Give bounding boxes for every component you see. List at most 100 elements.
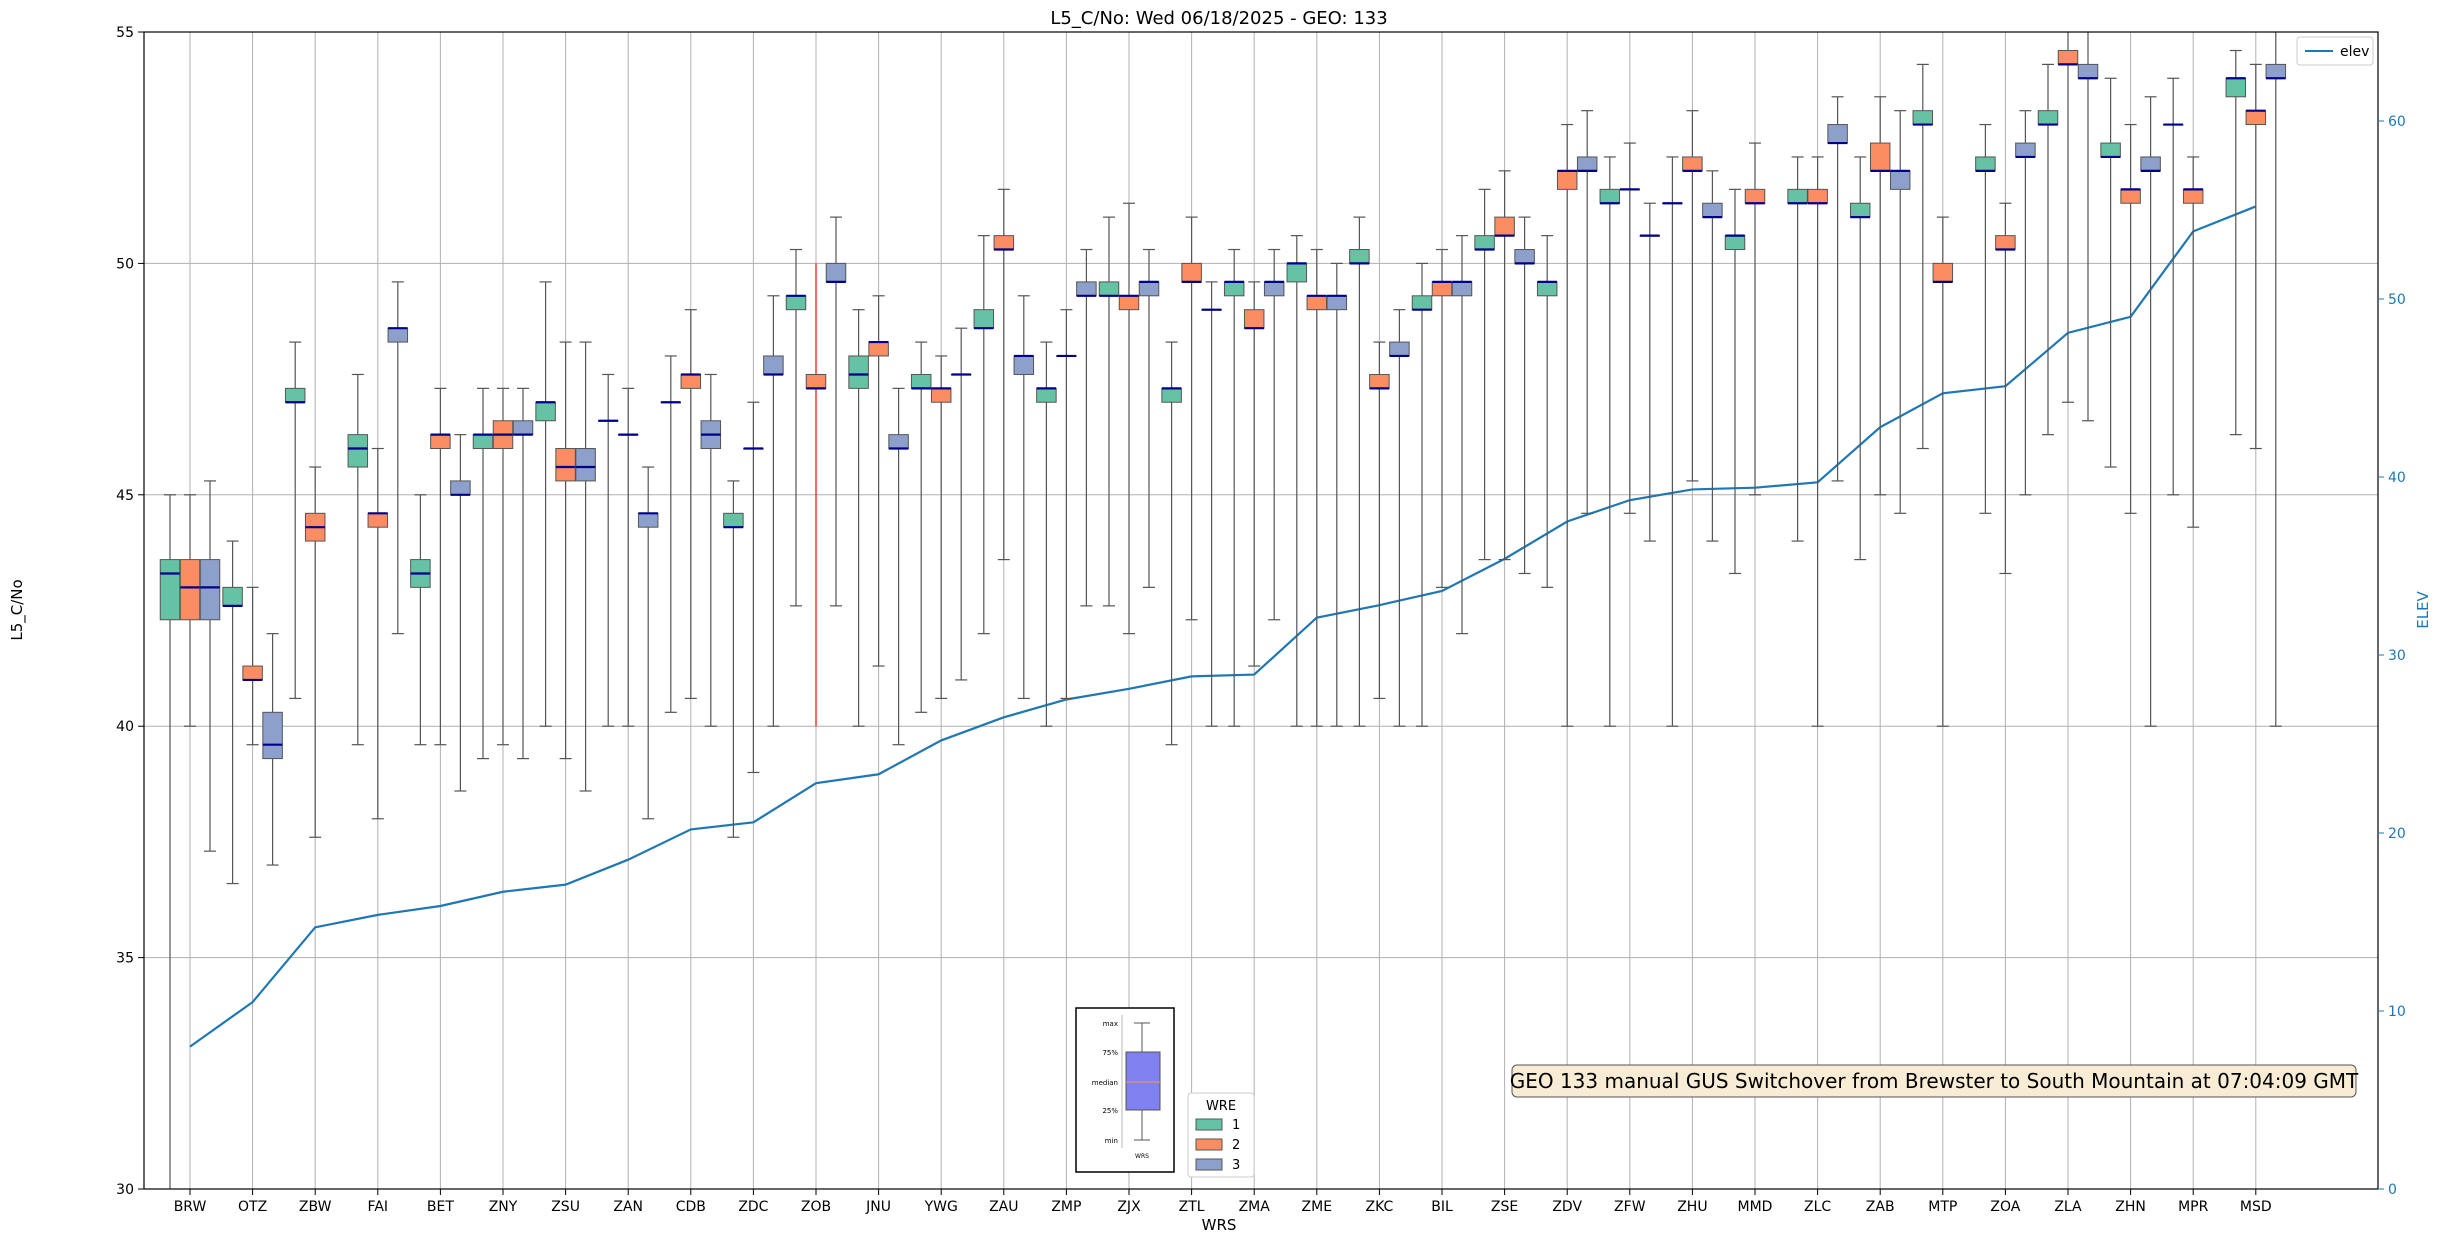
y-tick-label: 55 [116, 25, 134, 41]
box-body [1098, 281, 1120, 297]
y-tick-label: 40 [116, 719, 134, 735]
x-tick-label: ZAU [989, 1199, 1018, 1215]
x-tick-label: MPR [2178, 1199, 2209, 1215]
box-body [555, 448, 576, 482]
box-body [1556, 170, 1578, 190]
box-ZSU-wre3 [575, 341, 596, 792]
box-body [199, 559, 221, 621]
box-MPR-wre2 [2182, 156, 2204, 528]
x-tick-label: ZAB [1866, 1199, 1895, 1215]
box-BRW-wre3 [199, 480, 221, 852]
box-body [1869, 142, 1891, 172]
box-body [1975, 156, 1996, 172]
box-ZFW-wre3 [1639, 202, 1661, 542]
inset-key-label-min: min [1105, 1137, 1118, 1145]
x-tick-label: ZJX [1117, 1199, 1141, 1215]
x-tick-label: MTP [1928, 1199, 1957, 1215]
box-ZMA-wre2 [1243, 281, 1265, 667]
box-ZAU-wre3 [1013, 295, 1035, 700]
inset-key-label-q1: 25% [1102, 1107, 1118, 1115]
box-ZLC-wre2 [1807, 156, 1828, 727]
box-ZLA-wre2 [2057, 32, 2079, 403]
box-ZMP-wre2 [1056, 309, 1077, 700]
box-body [993, 235, 1015, 251]
box-ZFW-wre1 [1599, 156, 1621, 727]
box-ZKC-wre2 [1369, 341, 1390, 700]
box-MMD-wre2 [1744, 142, 1766, 496]
wre-legend-swatch-2 [1195, 1138, 1223, 1151]
box-ZAB-wre3 [1889, 110, 1911, 514]
x-tick-label: BIL [1431, 1199, 1453, 1215]
box-body [973, 309, 995, 329]
box-BRW-wre1 [159, 494, 181, 1189]
box-MTP-wre2 [1932, 216, 1954, 727]
box-ZHN-wre1 [2100, 77, 2121, 468]
box-body [472, 434, 494, 450]
box-body [1161, 387, 1182, 403]
box-ZMP-wre3 [1076, 248, 1097, 607]
box-ZTL-wre3 [1201, 281, 1222, 727]
box-body [512, 420, 534, 436]
wre-legend-label-1: 1 [1232, 1118, 1240, 1133]
box-ZTL-wre1 [1161, 341, 1182, 746]
elev-legend-frame [2296, 36, 2374, 66]
box-JNU-wre3 [888, 387, 909, 746]
x-tick-label: ZAN [613, 1199, 643, 1215]
x-tick-label: ZSE [1491, 1199, 1518, 1215]
x-tick-label: ZTL [1179, 1199, 1205, 1215]
box-BIL-wre3 [1451, 235, 1473, 635]
box-ZAN-wre2 [617, 387, 639, 727]
annotation-text: GEO 133 manual GUS Switchover from Brews… [1510, 1069, 2359, 1093]
box-ZAB-wre1 [1849, 156, 1871, 561]
box-body [1306, 295, 1328, 311]
box-body [2140, 156, 2161, 172]
x-tick-label: ZMA [1239, 1199, 1271, 1215]
box-YWG-wre1 [910, 341, 932, 713]
box-ZLA-wre3 [2077, 32, 2099, 422]
inset-key-xlabel: WRS [1135, 1153, 1149, 1160]
box-ZOA-wre1 [1975, 123, 1996, 514]
box-MMD-wre1 [1724, 188, 1746, 575]
box-MTP-wre1 [1912, 63, 1934, 450]
box-body [848, 355, 869, 389]
box-CDB-wre3 [700, 373, 722, 727]
box-YWG-wre2 [930, 355, 952, 700]
chart-title: L5_C/No: Wed 06/18/2025 - GEO: 133 [1050, 8, 1387, 29]
box-ZOB-wre3 [825, 216, 847, 607]
elev-line [189, 205, 2257, 1048]
box-body [1787, 188, 1808, 204]
box-body [1243, 309, 1265, 329]
box-body [1807, 188, 1828, 204]
box-BIL-wre2 [1431, 248, 1453, 588]
box-body [2245, 110, 2267, 126]
box-body [805, 373, 827, 389]
box-ZOA-wre3 [2015, 110, 2036, 496]
y2-tick-label: 20 [2388, 826, 2406, 842]
x-tick-label: ZKC [1366, 1199, 1394, 1215]
box-body [262, 711, 283, 760]
box-body [1494, 216, 1515, 237]
box-JNU-wre1 [848, 309, 869, 727]
box-body [1889, 170, 1911, 190]
box-ZJX-wre1 [1098, 216, 1120, 607]
x-tick-label: MMD [1738, 1199, 1773, 1215]
box-BET-wre1 [410, 494, 431, 746]
box-body [910, 373, 932, 389]
box-ZHN-wre2 [2120, 123, 2141, 514]
box-body [1849, 202, 1871, 218]
box-body [1827, 124, 1848, 144]
y-tick-label: 30 [116, 1182, 134, 1198]
box-body [1286, 262, 1308, 283]
x-tick-label: ZLC [1804, 1199, 1831, 1215]
box-body [2037, 110, 2059, 126]
y2-axis-label: ELEV [2414, 590, 2432, 628]
box-body [2265, 63, 2287, 79]
x-tick-label: JNU [865, 1199, 891, 1215]
box-body [1181, 262, 1202, 283]
y2-tick-label: 10 [2388, 1004, 2406, 1020]
box-body [1349, 249, 1370, 264]
x-tick-label: ZOB [801, 1199, 831, 1215]
inset-key: max 75% median 25% min WRS [1075, 1007, 1175, 1173]
box-body [1932, 262, 1954, 283]
